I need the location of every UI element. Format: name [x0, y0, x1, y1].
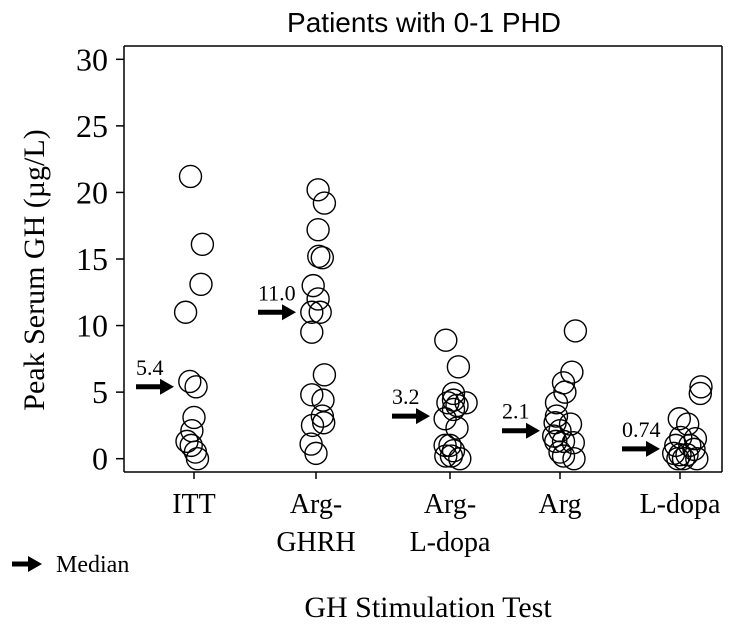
data-point	[689, 375, 713, 399]
data-point	[304, 441, 328, 466]
data-point	[667, 407, 691, 431]
median-arrow-icon	[416, 408, 430, 425]
data-point	[300, 320, 324, 344]
y-axis-label: Peak Serum GH (µg/L)	[18, 129, 51, 410]
data-point	[544, 429, 568, 454]
x-tick-label: Arg-	[290, 489, 342, 520]
chart-title: Patients with 0-1 PHD	[287, 7, 561, 38]
data-point	[561, 431, 585, 455]
x-tick-label: L-dopa	[410, 527, 491, 558]
x-tick-label: Arg	[538, 489, 581, 520]
y-tick-label: 10	[76, 308, 108, 344]
data-point	[306, 287, 330, 311]
legend: Median	[12, 552, 129, 578]
x-tick-label: L-dopa	[640, 489, 721, 520]
data-point	[312, 191, 337, 215]
data-point	[551, 444, 576, 468]
data-point	[184, 375, 208, 399]
plot-frame	[123, 45, 723, 473]
median-arrow-icon	[160, 378, 174, 395]
data-point	[563, 319, 588, 343]
data-point	[562, 446, 586, 471]
data-point	[666, 446, 690, 471]
data-point	[185, 446, 210, 471]
median-markers: 5.4 11.0 3.2 2.1 0.74	[136, 280, 661, 457]
data-point	[310, 245, 334, 270]
data-point	[454, 391, 478, 415]
data-point	[438, 433, 462, 458]
data-point	[434, 328, 458, 352]
y-axis-ticks: 0 5 10 15 20 25 30	[76, 41, 124, 477]
y-tick-label: 20	[76, 174, 108, 210]
data-point	[441, 397, 466, 422]
data-point	[668, 442, 692, 467]
data-point	[312, 411, 336, 435]
data-point	[434, 444, 458, 468]
data-point	[301, 273, 325, 298]
median-arrow-icon	[282, 304, 296, 321]
legend-label: Median	[56, 552, 129, 578]
data-point	[178, 164, 203, 189]
data-point	[436, 391, 460, 415]
data-point	[433, 407, 457, 431]
x-axis-label: GH Stimulation Test	[304, 591, 552, 624]
data-point	[308, 300, 332, 324]
data-point	[544, 391, 569, 415]
data-point	[685, 446, 709, 471]
data-point	[551, 429, 576, 454]
legend-arrow-icon	[28, 556, 42, 572]
data-point	[173, 300, 198, 324]
median-label: 5.4	[136, 355, 164, 380]
y-tick-label: 0	[92, 441, 108, 477]
data-point	[306, 178, 330, 202]
data-point	[548, 440, 572, 464]
data-point	[548, 419, 572, 443]
data-point	[448, 446, 472, 471]
x-tick-label: ITT	[172, 489, 216, 520]
data-point	[678, 433, 702, 458]
x-tick-label: Arg-	[424, 489, 476, 520]
median-label: 11.0	[258, 280, 296, 305]
median-label: 3.2	[392, 384, 420, 409]
data-point	[300, 383, 324, 407]
data-point	[182, 405, 206, 430]
x-tick-label: GHRH	[276, 527, 355, 558]
y-tick-label: 15	[76, 241, 108, 277]
data-point	[190, 232, 215, 257]
data-point	[307, 244, 331, 269]
data-points	[173, 164, 713, 471]
data-point	[306, 218, 330, 242]
median-label: 0.74	[622, 417, 661, 442]
data-point	[189, 272, 213, 296]
median-arrow-icon	[646, 440, 660, 457]
data-point	[312, 363, 337, 387]
y-tick-label: 5	[92, 374, 108, 410]
median-label: 2.1	[502, 399, 530, 424]
data-point	[446, 355, 471, 379]
data-point	[179, 433, 203, 458]
data-point	[688, 381, 712, 406]
data-point	[671, 446, 696, 471]
data-point	[439, 444, 464, 468]
data-point	[445, 416, 469, 440]
data-point	[300, 413, 325, 438]
median-arrow-icon	[526, 422, 540, 439]
y-tick-label: 25	[76, 108, 108, 144]
data-point	[300, 300, 324, 324]
data-point	[178, 369, 202, 394]
y-tick-label: 30	[76, 41, 108, 77]
x-axis-tick-labels: ITT Arg- GHRH Arg- L-dopa Arg L-dopa	[172, 472, 721, 558]
